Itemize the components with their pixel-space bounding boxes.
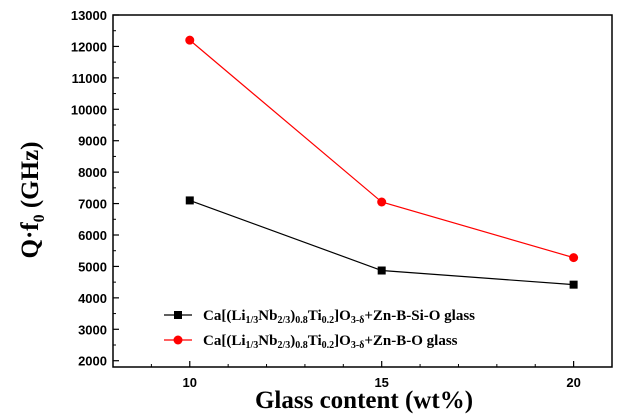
data-point (185, 35, 195, 45)
y-tick-label: 8000 (78, 165, 107, 180)
legend-label-part: ]O (334, 333, 351, 349)
legend-label-part: Nb (258, 333, 277, 349)
legend-label-part: Ti (308, 308, 322, 324)
legend-label-part: ]O (334, 308, 351, 324)
x-tick-label: 15 (374, 375, 388, 390)
legend-label-part: Ca[(Li (203, 308, 246, 324)
data-point (185, 196, 194, 205)
legend-label: Ca[(Li1/3Nb2/3)0.8Ti0.2]O3-δ+Zn-B-Si-O g… (203, 308, 475, 326)
y-axis-ticks: 2000 3000 4000 5000 6000 7000 8000 9000 10000 110… (71, 8, 119, 369)
legend-label-part: +Zn-B-Si-O glass (364, 308, 475, 324)
legend-label-subscript: 1/3 (246, 315, 259, 326)
y-tick-label: 4000 (78, 291, 107, 306)
y-axis-title-unit: (GHz) (17, 142, 44, 215)
series-layer (185, 35, 579, 289)
y-axis-title: Q·f0 (GHz) (17, 142, 48, 259)
data-point (569, 253, 579, 263)
legend-label-part: Ca[(Li (203, 333, 246, 349)
y-tick-label: 11000 (72, 71, 107, 86)
legend-item: Ca[(Li1/3Nb2/3)0.8Ti0.2]O3-δ+Zn-B-Si-O g… (164, 308, 475, 326)
legend: Ca[(Li1/3Nb2/3)0.8Ti0.2]O3-δ+Zn-B-Si-O g… (164, 308, 475, 351)
legend-label-subscript: 3-δ (351, 315, 365, 326)
x-tick-label: 10 (183, 375, 197, 390)
y-tick-label: 6000 (78, 228, 107, 243)
y-tick-label: 5000 (78, 259, 107, 274)
y-tick-label: 7000 (78, 197, 107, 212)
legend-marker (174, 311, 182, 319)
y-tick-label: 12000 (71, 39, 107, 54)
y-axis-title-main: Q·f (17, 222, 44, 259)
legend-label-subscript: 1/3 (246, 340, 259, 351)
x-axis-title: Glass content (wt%) (255, 387, 473, 414)
legend-label-part: +Zn-B-O glass (364, 333, 457, 349)
data-point (377, 266, 386, 275)
legend-label-part: ) (290, 308, 295, 324)
legend-label-part: ) (290, 333, 295, 349)
legend-label-part: Nb (258, 308, 277, 324)
data-point (377, 197, 387, 207)
y-tick-label: 13000 (71, 8, 107, 23)
series-1 (185, 196, 578, 289)
x-tick-label: 20 (566, 375, 580, 390)
x-axis-ticks: 10 15 20 (112, 361, 613, 390)
legend-label-subscript: 0.2 (322, 315, 335, 326)
legend-label-subscript: 2/3 (277, 340, 290, 351)
y-axis-title-subscript: 0 (31, 214, 48, 222)
legend-label-subscript: 3-δ (351, 340, 365, 351)
legend-label-subscript: 0.8 (295, 340, 308, 351)
y-tick-label: 3000 (78, 322, 107, 337)
legend-label-part: Ti (308, 333, 322, 349)
legend-label-subscript: 2/3 (277, 315, 290, 326)
legend-marker (173, 335, 183, 345)
y-tick-label: 2000 (78, 354, 107, 369)
legend-item: Ca[(Li1/3Nb2/3)0.8Ti0.2]O3-δ+Zn-B-O glas… (164, 333, 458, 351)
series-line (189, 39, 574, 259)
series-2 (185, 35, 579, 263)
legend-label-subscript: 0.8 (295, 315, 308, 326)
legend-label-subscript: 0.2 (322, 340, 335, 351)
y-tick-label: 9000 (78, 134, 107, 149)
data-point (569, 280, 578, 289)
legend-label: Ca[(Li1/3Nb2/3)0.8Ti0.2]O3-δ+Zn-B-O glas… (203, 333, 458, 351)
plot-area-frame (112, 14, 613, 368)
y-tick-label: 10000 (71, 102, 107, 117)
